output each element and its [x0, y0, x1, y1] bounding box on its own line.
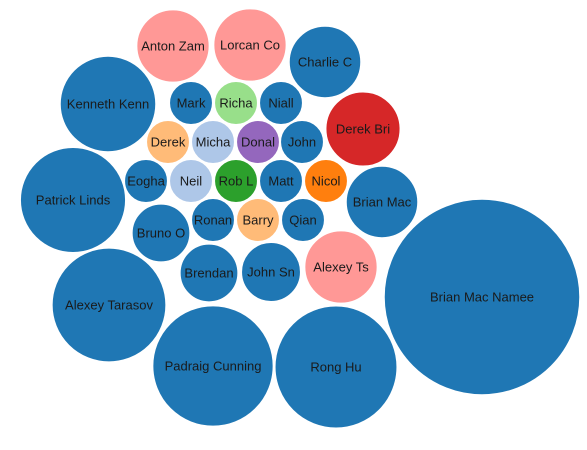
bubble-label: Patrick Linds	[36, 193, 111, 208]
bubble-label: Bruno O	[137, 226, 185, 241]
bubble-circle[interactable]	[383, 198, 581, 396]
bubble-label: John	[288, 135, 316, 150]
bubble-circle[interactable]	[235, 197, 281, 243]
bubble-circle[interactable]	[213, 80, 259, 126]
bubble-label: Matt	[268, 174, 294, 189]
bubble-circle[interactable]	[303, 158, 349, 204]
bubble-derek-bri[interactable]: Derek Bri	[324, 90, 402, 168]
bubble-label: Brian Mac Namee	[430, 290, 534, 305]
bubble-padraig-cunning[interactable]: Padraig Cunning	[151, 304, 275, 428]
bubble-circle[interactable]	[123, 158, 169, 204]
bubble-brian-mac-namee[interactable]: Brian Mac Namee	[383, 198, 581, 396]
bubble-john-sn[interactable]: John Sn	[240, 241, 302, 303]
bubble-neil[interactable]: Neil	[168, 158, 214, 204]
bubble-john[interactable]: John	[279, 119, 325, 165]
bubble-alexey-ts[interactable]: Alexey Ts	[303, 229, 379, 305]
bubble-rob-l[interactable]: Rob L	[213, 158, 259, 204]
bubble-circle[interactable]	[151, 304, 275, 428]
bubble-circle[interactable]	[212, 7, 288, 83]
bubble-micha[interactable]: Micha	[190, 119, 236, 165]
bubble-label: Kenneth Kenn	[67, 97, 149, 112]
bubble-donal[interactable]: Donal	[235, 119, 281, 165]
bubble-circle[interactable]	[345, 165, 419, 239]
bubble-bruno-o[interactable]: Bruno O	[131, 203, 191, 263]
bubble-circle[interactable]	[190, 119, 236, 165]
bubble-circle[interactable]	[324, 90, 402, 168]
bubble-label: Derek Bri	[336, 122, 390, 137]
bubble-circle[interactable]	[240, 241, 302, 303]
bubble-label: Rong Hu	[310, 360, 361, 375]
bubble-circle[interactable]	[303, 229, 379, 305]
bubble-alexey-tarasov[interactable]: Alexey Tarasov	[51, 247, 167, 363]
bubble-label: Micha	[196, 135, 231, 150]
bubble-rong-hu[interactable]: Rong Hu	[274, 305, 398, 429]
bubble-ronan[interactable]: Ronan	[190, 197, 236, 243]
bubble-circle[interactable]	[280, 197, 326, 243]
bubble-label: Alexey Ts	[313, 260, 369, 275]
bubble-label: Derek	[151, 135, 186, 150]
bubble-patrick-linds[interactable]: Patrick Linds	[19, 146, 127, 254]
bubble-circle[interactable]	[213, 158, 259, 204]
bubble-circle[interactable]	[258, 80, 304, 126]
bubble-circle[interactable]	[179, 243, 239, 303]
bubble-charlie-c[interactable]: Charlie C	[288, 25, 362, 99]
bubble-label: Mark	[177, 96, 206, 111]
bubble-circle[interactable]	[131, 203, 191, 263]
bubble-label: Padraig Cunning	[165, 359, 262, 374]
bubble-circle[interactable]	[279, 119, 325, 165]
bubble-label: Qian	[289, 213, 316, 228]
bubble-circle[interactable]	[168, 80, 214, 126]
bubble-label: Charlie C	[298, 55, 352, 70]
bubble-label: Neil	[180, 174, 203, 189]
bubble-circle[interactable]	[135, 8, 211, 84]
bubble-label: Barry	[242, 213, 274, 228]
bubble-anton-zam[interactable]: Anton Zam	[135, 8, 211, 84]
bubble-circle[interactable]	[59, 55, 157, 153]
bubble-brendan[interactable]: Brendan	[179, 243, 239, 303]
bubble-circle[interactable]	[190, 197, 236, 243]
bubble-label: Lorcan Co	[220, 38, 280, 53]
bubble-circle[interactable]	[145, 119, 191, 165]
bubble-eogha[interactable]: Eogha	[123, 158, 169, 204]
bubble-brian-mac[interactable]: Brian Mac	[345, 165, 419, 239]
bubble-label: Niall	[268, 96, 293, 111]
bubble-kenneth-kenn[interactable]: Kenneth Kenn	[59, 55, 157, 153]
bubble-matt[interactable]: Matt	[258, 158, 304, 204]
bubble-label: Nicol	[312, 174, 341, 189]
bubble-label: Richa	[219, 96, 253, 111]
bubble-label: Donal	[241, 135, 275, 150]
bubble-derek[interactable]: Derek	[145, 119, 191, 165]
bubble-lorcan-co[interactable]: Lorcan Co	[212, 7, 288, 83]
bubble-niall[interactable]: Niall	[258, 80, 304, 126]
bubble-label: Alexey Tarasov	[65, 298, 153, 313]
bubble-richa[interactable]: Richa	[213, 80, 259, 126]
bubble-circle[interactable]	[258, 158, 304, 204]
bubble-barry[interactable]: Barry	[235, 197, 281, 243]
bubble-mark[interactable]: Mark	[168, 80, 214, 126]
bubble-label: Eogha	[127, 174, 165, 189]
bubble-circle[interactable]	[168, 158, 214, 204]
bubble-label: Rob L	[219, 174, 254, 189]
bubble-qian[interactable]: Qian	[280, 197, 326, 243]
bubble-nicol[interactable]: Nicol	[303, 158, 349, 204]
bubble-circle[interactable]	[288, 25, 362, 99]
bubble-label: Ronan	[194, 213, 232, 228]
bubble-circle[interactable]	[274, 305, 398, 429]
bubble-label: Anton Zam	[141, 39, 205, 54]
bubble-circle[interactable]	[51, 247, 167, 363]
bubble-label: John Sn	[247, 265, 295, 280]
bubble-label: Brian Mac	[353, 195, 412, 210]
bubble-circle[interactable]	[19, 146, 127, 254]
bubble-label: Brendan	[184, 266, 233, 281]
